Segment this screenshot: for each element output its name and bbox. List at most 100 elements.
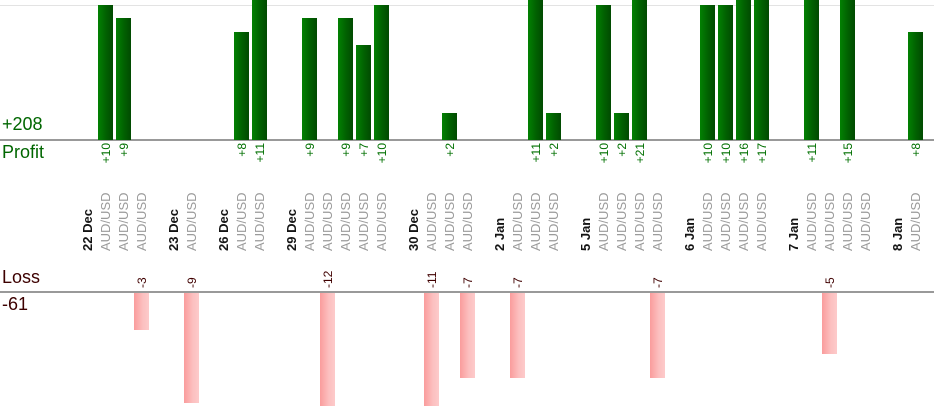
- symbol-label: AUD/USD: [320, 192, 335, 251]
- loss-value-label: -5: [823, 277, 837, 288]
- profit-bar: [754, 0, 769, 140]
- symbol-label: AUD/USD: [134, 192, 149, 251]
- profit-value-label: +10: [99, 143, 113, 164]
- loss-value-label: -7: [461, 277, 475, 288]
- profit-value-label: +17: [755, 143, 769, 164]
- symbol-label: AUD/USD: [252, 192, 267, 251]
- date-label: 29 Dec: [284, 209, 299, 251]
- date-label: 2 Jan: [492, 217, 507, 251]
- profit-value-label: +8: [235, 143, 249, 157]
- profit-value-label: +21: [633, 143, 647, 164]
- date-label: 5 Jan: [578, 217, 593, 251]
- symbol-label: AUD/USD: [184, 192, 199, 251]
- symbol-label: AUD/USD: [718, 192, 733, 251]
- symbol-label: AUD/USD: [614, 192, 629, 251]
- profit-bar: [442, 113, 457, 140]
- symbol-label: AUD/USD: [116, 192, 131, 251]
- profit-bar: [632, 0, 647, 140]
- loss-bar: [320, 293, 335, 406]
- symbol-label: AUD/USD: [234, 192, 249, 251]
- loss-value-label: -9: [185, 277, 199, 288]
- loss-value-label: -7: [651, 277, 665, 288]
- profit-bar: [356, 45, 371, 140]
- symbol-label: AUD/USD: [374, 192, 389, 251]
- symbol-label: AUD/USD: [700, 192, 715, 251]
- symbol-label: AUD/USD: [596, 192, 611, 251]
- symbol-label: AUD/USD: [510, 192, 525, 251]
- symbol-label: AUD/USD: [424, 192, 439, 251]
- symbol-label: AUD/USD: [736, 192, 751, 251]
- loss-value-label: -12: [321, 270, 335, 288]
- symbol-label: AUD/USD: [908, 192, 923, 251]
- symbol-label: AUD/USD: [98, 192, 113, 251]
- profit-axis-line: [0, 139, 934, 141]
- date-label: 30 Dec: [406, 209, 421, 251]
- profit-value-label: +10: [375, 143, 389, 164]
- symbol-label: AUD/USD: [858, 192, 873, 251]
- symbol-label: AUD/USD: [632, 192, 647, 251]
- loss-bar: [822, 293, 837, 354]
- profit-value-label: +9: [303, 143, 317, 157]
- date-label: 8 Jan: [890, 217, 905, 251]
- profit-value-label: +11: [529, 143, 543, 163]
- date-label: 26 Dec: [216, 209, 231, 251]
- profit-value-label: +8: [909, 143, 923, 157]
- profit-bar: [546, 113, 561, 140]
- date-label: 23 Dec: [166, 209, 181, 251]
- date-label: 7 Jan: [786, 217, 801, 251]
- loss-value-label: -7: [511, 277, 525, 288]
- symbol-label: AUD/USD: [546, 192, 561, 251]
- profit-bar: [614, 113, 629, 140]
- profit-value-label: +10: [719, 143, 733, 164]
- profit-bar: [596, 5, 611, 140]
- profit-value-label: +7: [357, 143, 371, 157]
- loss-bar: [424, 293, 439, 406]
- profit-value-label: +9: [117, 143, 131, 157]
- loss-bar: [460, 293, 475, 378]
- symbol-label: AUD/USD: [442, 192, 457, 251]
- profit-value-label: +2: [615, 143, 629, 157]
- symbol-label: AUD/USD: [804, 192, 819, 251]
- profit-value-label: +11: [805, 143, 819, 163]
- profit-value-label: +2: [443, 143, 457, 157]
- profit-value-label: +10: [701, 143, 715, 164]
- loss-bar: [510, 293, 525, 378]
- date-label: 6 Jan: [682, 217, 697, 251]
- symbol-label: AUD/USD: [528, 192, 543, 251]
- loss-value-label: -11: [425, 271, 439, 288]
- loss-bar: [134, 293, 149, 330]
- profit-bar: [804, 0, 819, 140]
- profit-bar: [302, 18, 317, 140]
- profit-bar: [700, 5, 715, 140]
- profit-total: +208: [2, 114, 43, 134]
- symbol-label: AUD/USD: [338, 192, 353, 251]
- profit-bar: [234, 32, 249, 140]
- symbol-label: AUD/USD: [650, 192, 665, 251]
- profit-value-label: +15: [841, 143, 855, 164]
- symbol-label: AUD/USD: [302, 192, 317, 251]
- profit-value-label: +10: [597, 143, 611, 164]
- profit-bar: [908, 32, 923, 140]
- profit-axis-title: Profit: [2, 142, 45, 162]
- gridline-plus-10: [0, 5, 934, 6]
- profit-bar: [718, 5, 733, 140]
- loss-bar: [650, 293, 665, 378]
- profit-bar: [252, 0, 267, 140]
- profit-bar: [840, 0, 855, 140]
- loss-axis-line: [0, 291, 934, 293]
- loss-value-label: -3: [135, 277, 149, 288]
- symbol-label: AUD/USD: [754, 192, 769, 251]
- symbol-label: AUD/USD: [460, 192, 475, 251]
- profit-value-label: +16: [737, 143, 751, 164]
- profit-value-label: +11: [253, 143, 267, 163]
- profit-bar: [736, 0, 751, 140]
- profit-value-label: +2: [547, 143, 561, 157]
- profit-bar: [528, 0, 543, 140]
- symbol-label: AUD/USD: [840, 192, 855, 251]
- profit-bar: [374, 5, 389, 140]
- profit-bar: [338, 18, 353, 140]
- profit-bar: [98, 5, 113, 140]
- loss-axis-title: Loss: [2, 267, 41, 287]
- profit-value-label: +9: [339, 143, 353, 157]
- loss-total: -61: [2, 294, 29, 314]
